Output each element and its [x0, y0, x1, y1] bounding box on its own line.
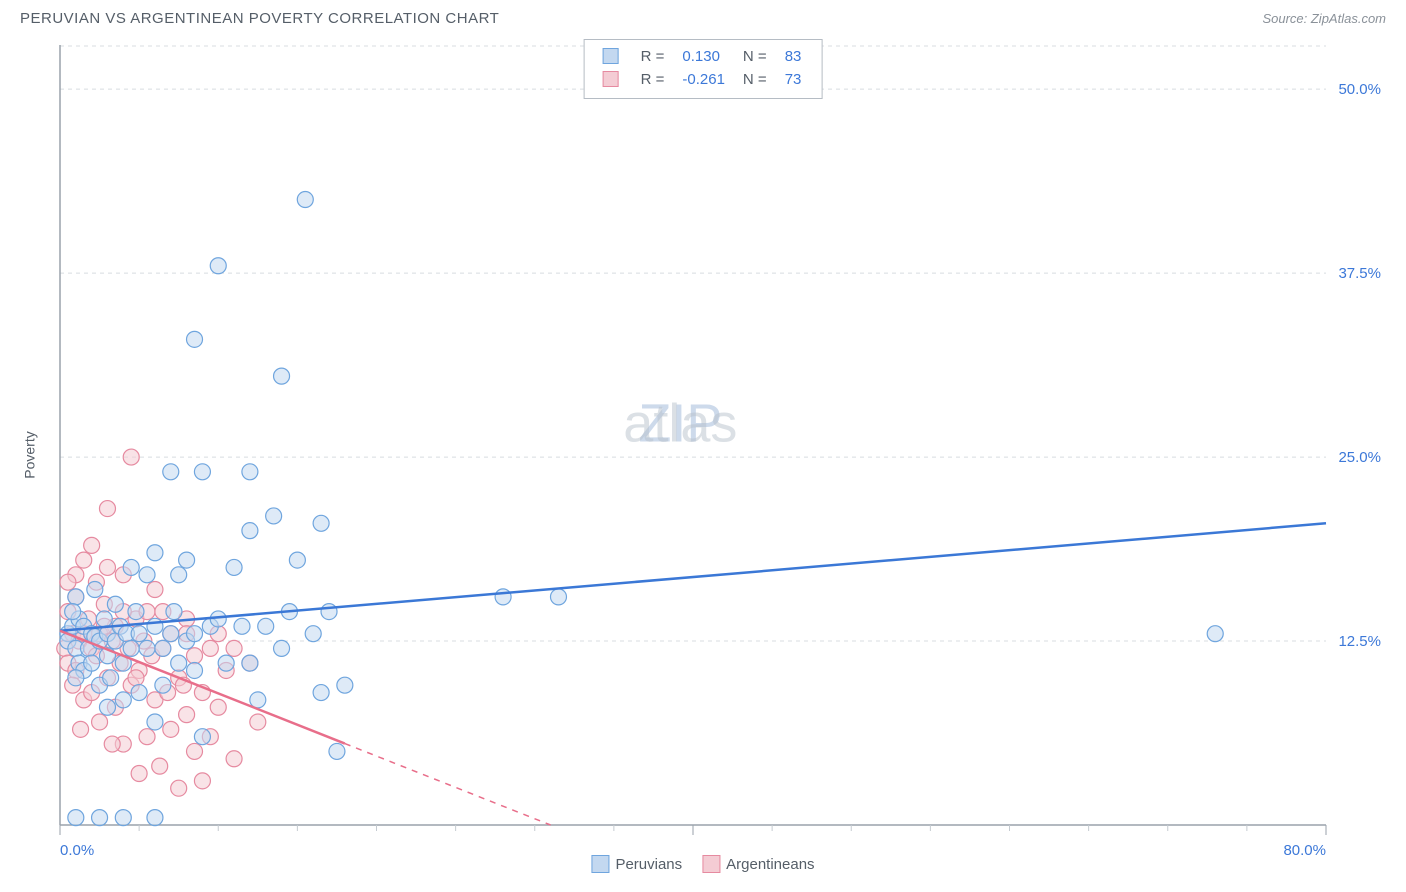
- svg-text:0.0%: 0.0%: [60, 842, 94, 859]
- svg-text:50.0%: 50.0%: [1338, 81, 1381, 98]
- svg-text:12.5%: 12.5%: [1338, 633, 1381, 650]
- chart-title: PERUVIAN VS ARGENTINEAN POVERTY CORRELAT…: [20, 10, 499, 27]
- correlation-legend: R = 0.130N = 83R = -0.261N = 73: [584, 39, 823, 99]
- y-axis-label: Poverty: [22, 431, 38, 478]
- scatter-plot: 12.5%25.0%37.5%50.0%0.0%80.0%ZIPatlas: [20, 35, 1396, 875]
- svg-text:80.0%: 80.0%: [1283, 842, 1326, 859]
- legend-item-argentineans: Argentineans: [702, 856, 814, 873]
- source-label: Source: ZipAtlas.com: [1262, 11, 1386, 26]
- svg-text:37.5%: 37.5%: [1338, 265, 1381, 282]
- svg-text:atlas: atlas: [623, 393, 737, 453]
- series-legend: Peruvians Argentineans: [591, 856, 814, 873]
- chart-container: Poverty 12.5%25.0%37.5%50.0%0.0%80.0%ZIP…: [20, 35, 1386, 875]
- legend-item-peruvians: Peruvians: [591, 856, 682, 873]
- svg-text:25.0%: 25.0%: [1338, 449, 1381, 466]
